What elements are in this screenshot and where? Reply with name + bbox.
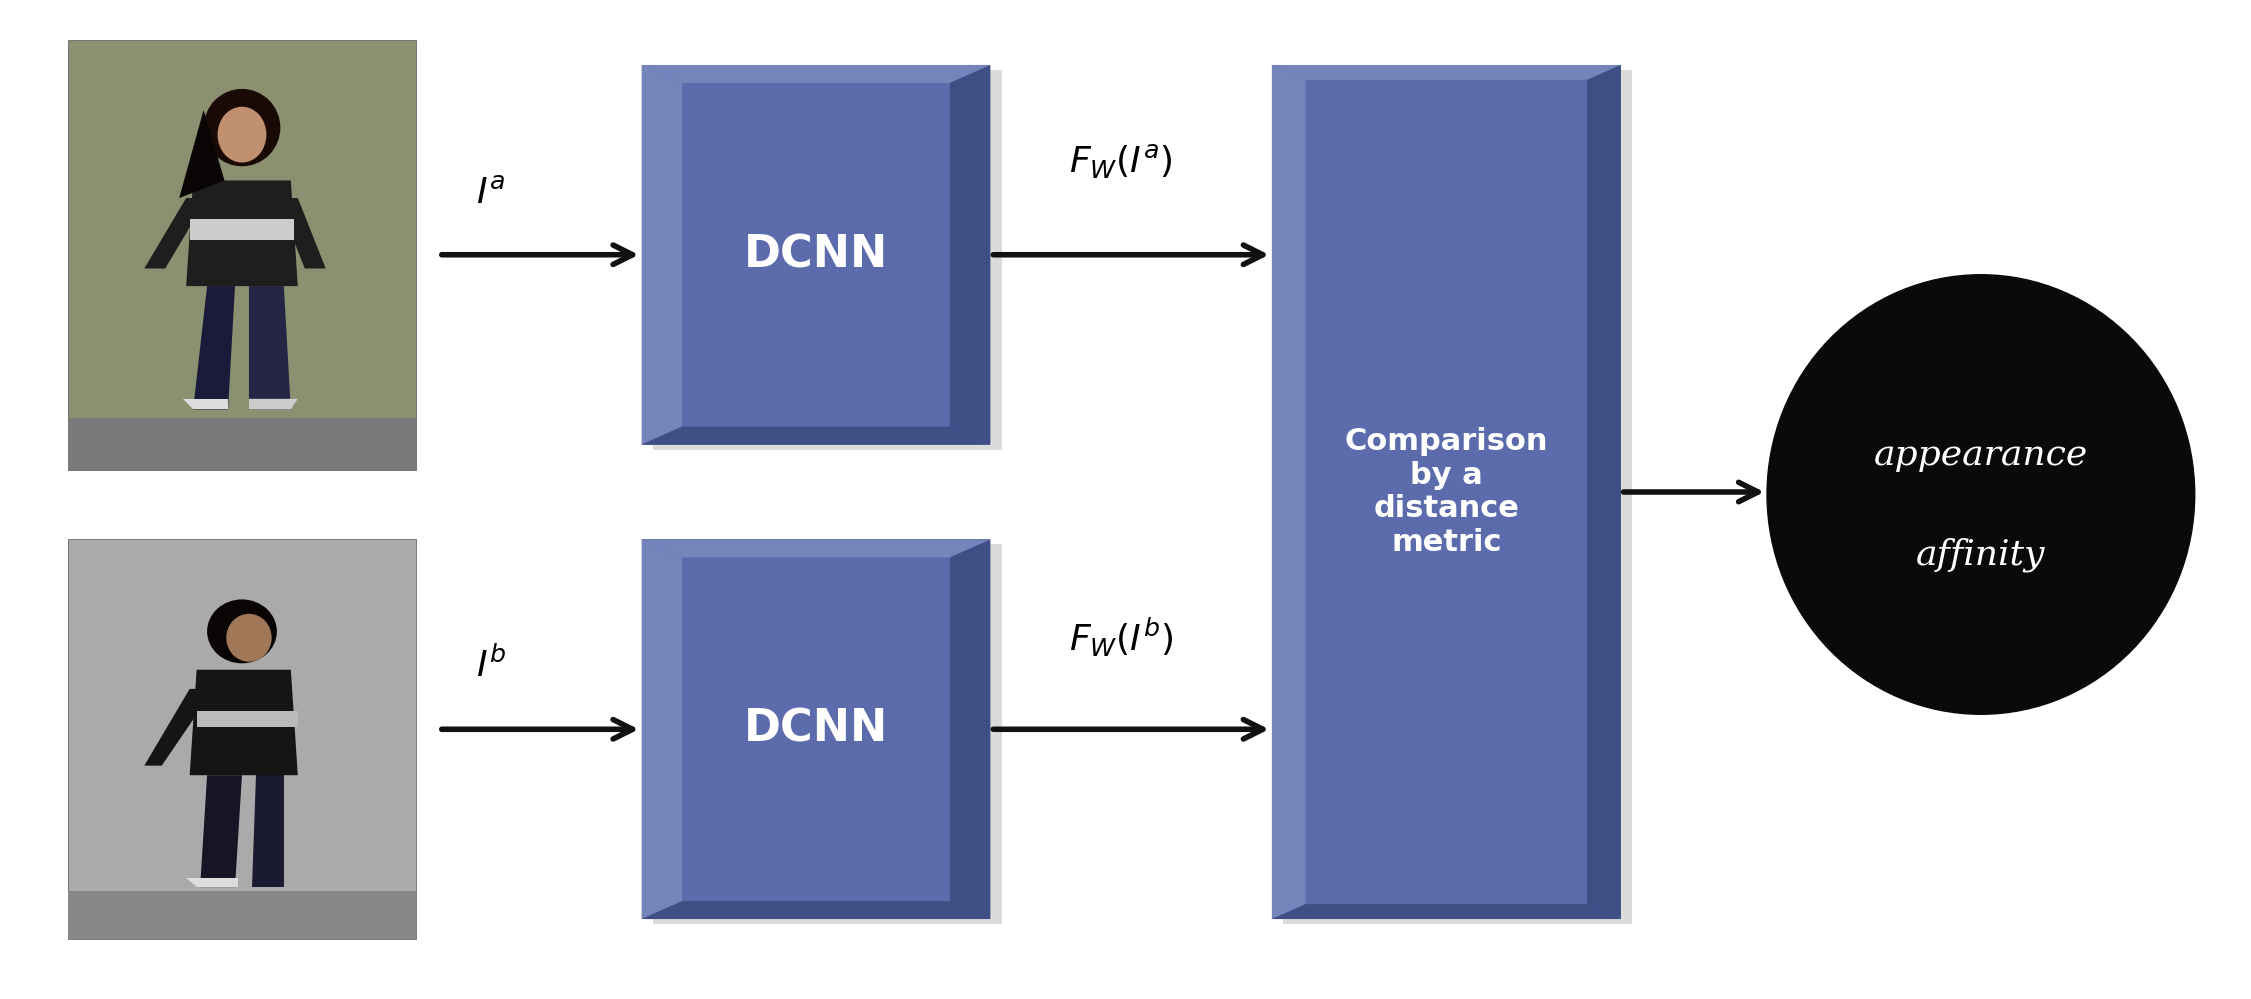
FancyBboxPatch shape <box>196 711 297 727</box>
Ellipse shape <box>203 89 281 166</box>
FancyBboxPatch shape <box>68 891 416 939</box>
Polygon shape <box>194 286 234 410</box>
Text: $F_W(I^a)$: $F_W(I^a)$ <box>1069 142 1173 180</box>
Text: Comparison
by a
distance
metric: Comparison by a distance metric <box>1344 428 1549 556</box>
FancyBboxPatch shape <box>642 539 990 919</box>
Ellipse shape <box>218 107 266 163</box>
Polygon shape <box>182 399 227 410</box>
Text: affinity: affinity <box>1916 537 2046 571</box>
Text: appearance: appearance <box>1873 438 2089 472</box>
Polygon shape <box>200 775 241 887</box>
Polygon shape <box>642 539 990 557</box>
Text: $I^b$: $I^b$ <box>475 647 506 684</box>
Ellipse shape <box>227 613 272 661</box>
FancyBboxPatch shape <box>653 544 1002 924</box>
Polygon shape <box>1272 65 1306 919</box>
Ellipse shape <box>207 599 277 663</box>
Text: DCNN: DCNN <box>743 233 889 277</box>
Polygon shape <box>1272 904 1621 919</box>
Polygon shape <box>189 219 295 241</box>
Polygon shape <box>642 65 990 83</box>
Text: $F_W(I^b)$: $F_W(I^b)$ <box>1069 616 1173 659</box>
FancyBboxPatch shape <box>653 70 1002 450</box>
Polygon shape <box>642 65 682 445</box>
Polygon shape <box>187 181 297 286</box>
Ellipse shape <box>1767 275 2195 714</box>
Polygon shape <box>252 775 284 887</box>
Polygon shape <box>642 901 990 919</box>
Polygon shape <box>250 286 290 410</box>
Polygon shape <box>1272 65 1621 80</box>
Polygon shape <box>642 427 990 445</box>
Polygon shape <box>950 539 990 919</box>
FancyBboxPatch shape <box>68 418 416 470</box>
Text: $I^a$: $I^a$ <box>477 176 504 210</box>
Polygon shape <box>250 399 297 410</box>
FancyBboxPatch shape <box>68 539 416 939</box>
Polygon shape <box>144 689 214 765</box>
Polygon shape <box>277 198 326 269</box>
FancyBboxPatch shape <box>1272 65 1621 919</box>
FancyBboxPatch shape <box>1283 70 1632 924</box>
Text: DCNN: DCNN <box>743 707 889 751</box>
Polygon shape <box>1587 65 1621 919</box>
FancyBboxPatch shape <box>642 65 990 445</box>
Polygon shape <box>189 669 297 775</box>
Polygon shape <box>144 198 207 269</box>
FancyBboxPatch shape <box>68 40 416 470</box>
Polygon shape <box>642 539 682 919</box>
Polygon shape <box>950 65 990 445</box>
Polygon shape <box>180 110 225 198</box>
Polygon shape <box>187 877 239 887</box>
